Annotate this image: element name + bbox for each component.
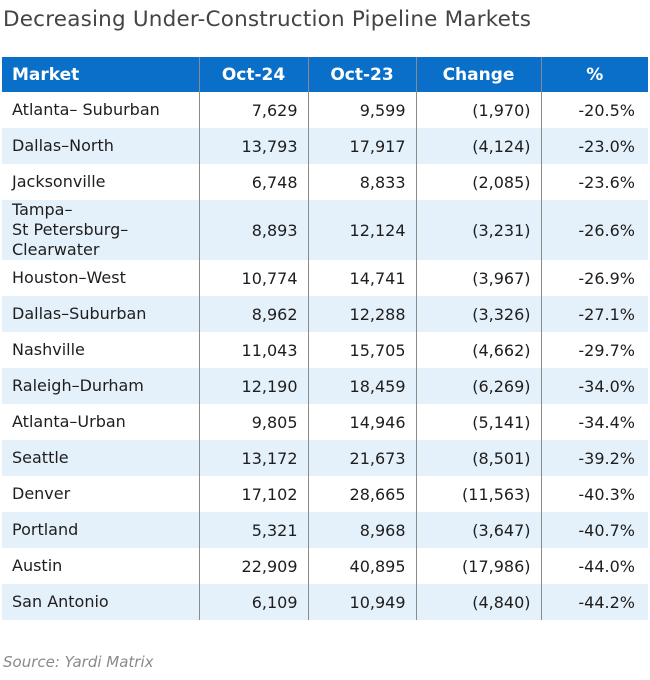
market-cell: Portland — [2, 512, 199, 548]
table-row: Dallas–North 13,793 17,917 (4,124) -23.0% — [2, 128, 648, 164]
change-cell: (4,840) — [415, 584, 541, 620]
change-cell: (11,563) — [415, 476, 541, 512]
change-cell: (5,141) — [415, 404, 541, 440]
percent-cell: -40.3% — [540, 476, 648, 512]
table-row: Dallas–Suburban 8,962 12,288 (3,326) -27.1% — [2, 296, 648, 332]
table-row: Austin 22,909 40,895 (17,986) -44.0% — [2, 548, 648, 584]
change-cell: (3,967) — [415, 260, 541, 296]
header-oct-24: Oct-24 — [198, 57, 308, 92]
change-cell: (3,326) — [415, 296, 541, 332]
oct-24-cell: 8,962 — [198, 296, 308, 332]
oct-23-cell: 15,705 — [307, 332, 416, 368]
oct-23-cell: 14,946 — [307, 404, 416, 440]
percent-cell: -20.5% — [540, 92, 648, 128]
market-cell: Dallas–Suburban — [2, 296, 199, 332]
oct-24-cell: 7,629 — [198, 92, 308, 128]
percent-cell: -39.2% — [540, 440, 648, 476]
header-market: Market — [2, 57, 199, 92]
market-cell: Atlanta– Suburban — [12, 100, 160, 119]
header-percent: % — [540, 57, 648, 92]
oct-23-cell: 9,599 — [307, 92, 416, 128]
market-cell: Tampa– St Petersburg– Clearwater — [2, 200, 199, 260]
change-cell: (6,269) — [415, 368, 541, 404]
oct-23-cell: 18,459 — [307, 368, 416, 404]
percent-cell: -34.4% — [540, 404, 648, 440]
header-row: Market Oct-24 Oct-23 Change % — [2, 57, 648, 92]
market-cell: Seattle — [2, 440, 199, 476]
oct-23-cell: 40,895 — [307, 548, 416, 584]
oct-24-cell: 11,043 — [198, 332, 308, 368]
table-row: Atlanta–Urban 9,805 14,946 (5,141) -34.4% — [2, 404, 648, 440]
percent-cell: -27.1% — [540, 296, 648, 332]
oct-23-cell: 21,673 — [307, 440, 416, 476]
percent-cell: -23.6% — [540, 164, 648, 200]
change-cell: (3,231) — [415, 200, 541, 260]
oct-24-cell: 8,893 — [198, 200, 308, 260]
table-row: Jacksonville 6,748 8,833 (2,085) -23.6% — [2, 164, 648, 200]
percent-cell: -26.9% — [540, 260, 648, 296]
market-cell: San Antonio — [2, 584, 199, 620]
oct-23-cell: 10,949 — [307, 584, 416, 620]
change-cell: (4,124) — [415, 128, 541, 164]
table-title: Decreasing Under-Construction Pipeline M… — [3, 7, 532, 32]
pipeline-table: Market Oct-24 Oct-23 Change % Atlanta– S… — [2, 57, 648, 620]
table-row: Raleigh–Durham 12,190 18,459 (6,269) -34.0% — [2, 368, 648, 404]
header-oct-23: Oct-23 — [307, 57, 416, 92]
oct-24-cell: 13,172 — [198, 440, 308, 476]
change-cell: (1,970) — [415, 92, 541, 128]
source-note: Source: Yardi Matrix — [3, 653, 154, 671]
oct-24-cell: 17,102 — [198, 476, 308, 512]
market-cell: Houston–West — [12, 268, 126, 287]
change-cell: (4,662) — [415, 332, 541, 368]
percent-cell: -26.6% — [540, 200, 648, 260]
oct-24-cell: 10,774 — [198, 260, 308, 296]
oct-23-cell: 8,833 — [307, 164, 416, 200]
oct-23-cell: 28,665 — [307, 476, 416, 512]
percent-cell: -23.0% — [540, 128, 648, 164]
percent-cell: -44.2% — [540, 584, 648, 620]
change-cell: (8,501) — [415, 440, 541, 476]
change-cell: (2,085) — [415, 164, 541, 200]
oct-23-cell: 14,741 — [307, 260, 416, 296]
oct-24-cell: 12,190 — [198, 368, 308, 404]
table-row: Houston–West 10,774 14,741 (3,967) -26.9% — [2, 260, 648, 296]
oct-24-cell: 6,748 — [198, 164, 308, 200]
market-cell: Atlanta–Urban — [12, 412, 126, 431]
table-row: Nashville 11,043 15,705 (4,662) -29.7% — [2, 332, 648, 368]
table-row: Tampa– St Petersburg– Clearwater 8,893 12,12… — [2, 200, 648, 260]
percent-cell: -44.0% — [540, 548, 648, 584]
table-row: Denver 17,102 28,665 (11,563) -40.3% — [2, 476, 648, 512]
oct-24-cell: 5,321 — [198, 512, 308, 548]
oct-24-cell: 13,793 — [198, 128, 308, 164]
table-row: Portland 5,321 8,968 (3,647) -40.7% — [2, 512, 648, 548]
market-cell: Raleigh–Durham — [2, 368, 199, 404]
oct-24-cell: 9,805 — [198, 404, 308, 440]
market-cell: Dallas–North — [2, 128, 199, 164]
market-cell: Jacksonville — [12, 172, 106, 191]
market-cell: Austin — [12, 556, 63, 575]
change-cell: (3,647) — [415, 512, 541, 548]
header-change: Change — [415, 57, 541, 92]
table-row: San Antonio 6,109 10,949 (4,840) -44.2% — [2, 584, 648, 620]
oct-24-cell: 6,109 — [198, 584, 308, 620]
oct-24-cell: 22,909 — [198, 548, 308, 584]
oct-23-cell: 17,917 — [307, 128, 416, 164]
percent-cell: -29.7% — [540, 332, 648, 368]
table-row: Atlanta– Suburban 7,629 9,599 (1,970) -20.5% — [2, 92, 648, 128]
oct-23-cell: 12,124 — [307, 200, 416, 260]
percent-cell: -34.0% — [540, 368, 648, 404]
market-cell: Denver — [12, 484, 71, 503]
oct-23-cell: 8,968 — [307, 512, 416, 548]
table-row: Seattle 13,172 21,673 (8,501) -39.2% — [2, 440, 648, 476]
oct-23-cell: 12,288 — [307, 296, 416, 332]
change-cell: (17,986) — [415, 548, 541, 584]
market-cell: Nashville — [12, 340, 85, 359]
percent-cell: -40.7% — [540, 512, 648, 548]
